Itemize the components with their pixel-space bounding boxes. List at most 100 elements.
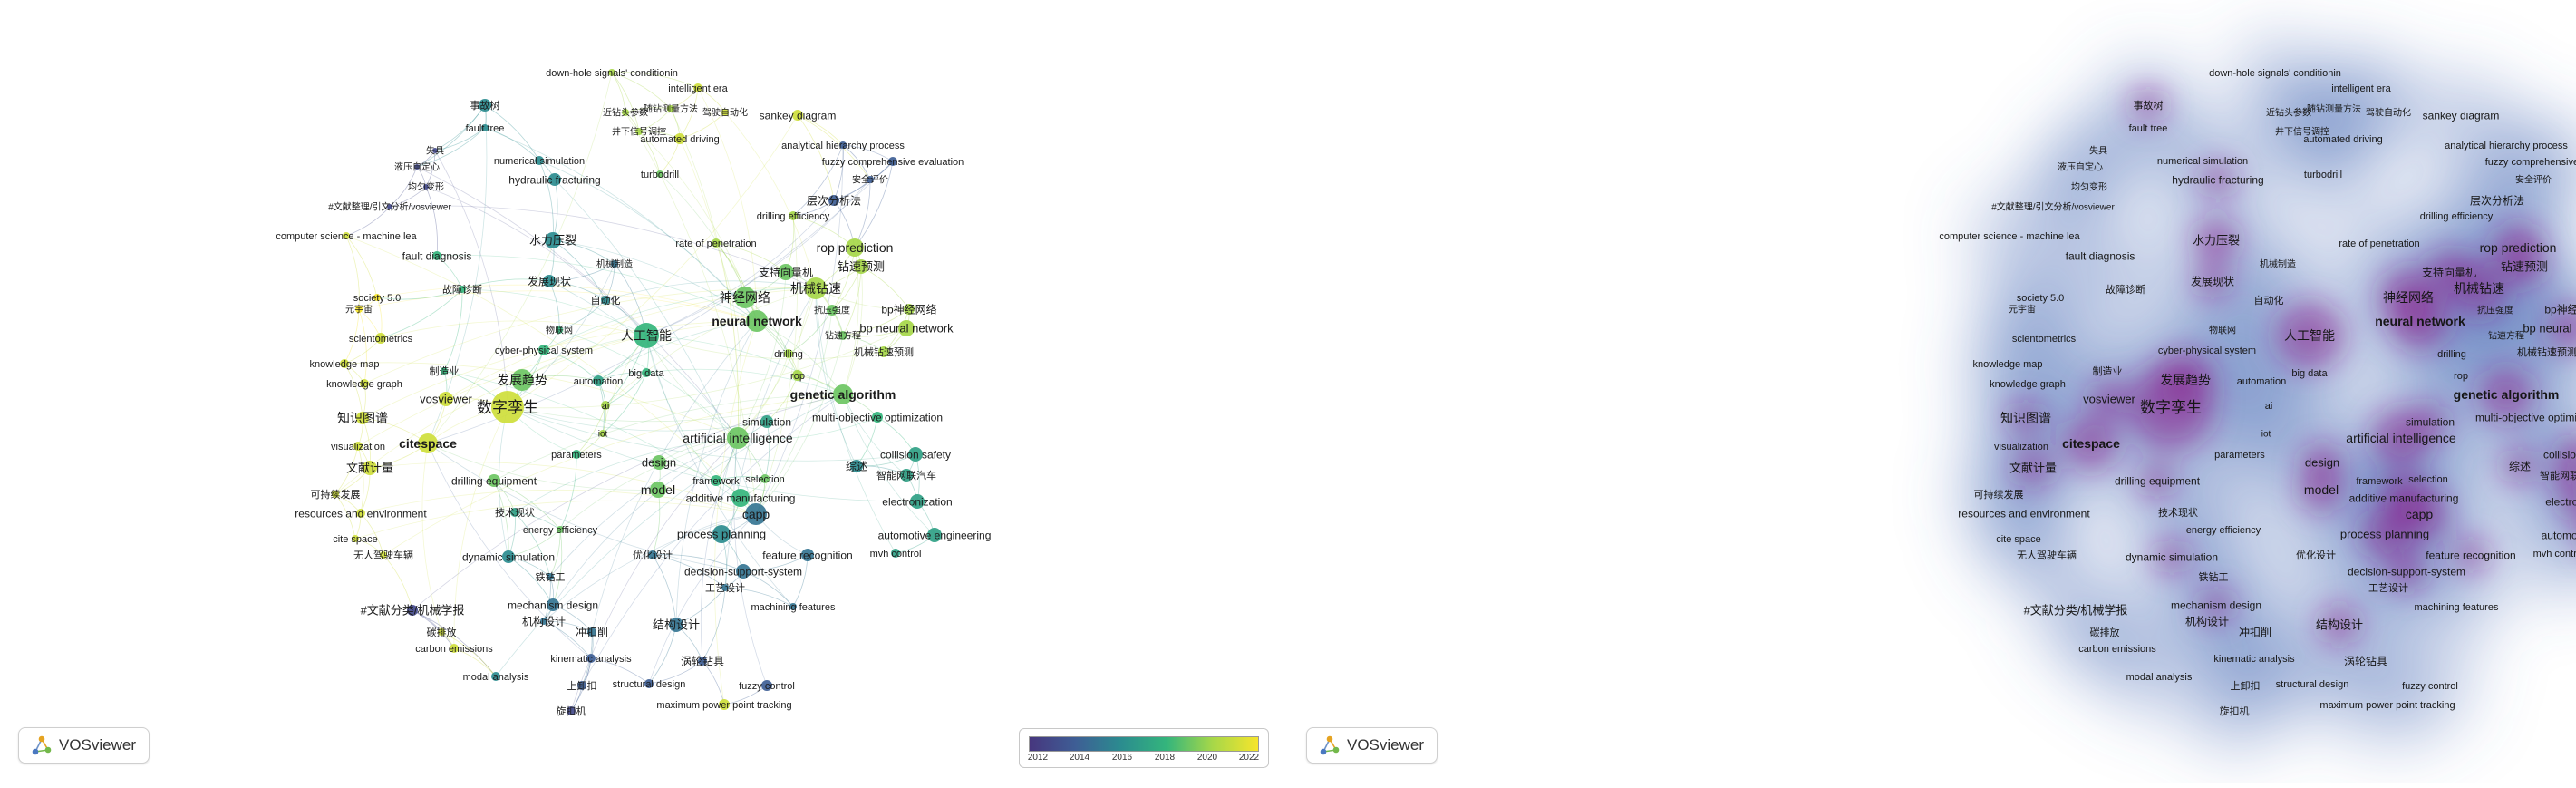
network-node[interactable] <box>846 238 864 257</box>
density-label[interactable]: cite space <box>1996 534 2041 545</box>
node-label[interactable]: 数字孪生 <box>477 399 538 416</box>
network-node[interactable] <box>833 384 853 404</box>
density-label[interactable]: 随钻测量方法 <box>2307 103 2361 115</box>
density-label[interactable]: neural network <box>2375 314 2465 328</box>
density-label[interactable]: rop prediction <box>2480 240 2557 255</box>
density-label[interactable]: drilling equipment <box>2115 474 2201 487</box>
density-label[interactable]: 涡轮钻具 <box>2344 654 2387 667</box>
density-label[interactable]: 铁钻工 <box>2199 570 2229 583</box>
node-label[interactable]: rop <box>790 371 805 382</box>
network-node[interactable] <box>927 528 942 542</box>
density-label[interactable]: fuzzy comprehensive evaluation <box>2485 157 2576 168</box>
density-label[interactable]: 故障诊断 <box>2106 283 2145 296</box>
network-node[interactable] <box>557 526 564 533</box>
density-label[interactable]: feature recognition <box>2426 549 2515 561</box>
node-label[interactable]: 人工智能 <box>621 328 672 343</box>
density-label[interactable]: 文献计量 <box>2009 462 2057 475</box>
node-label[interactable]: hydraulic fracturing <box>508 173 600 186</box>
node-label[interactable]: #文献整理/引文分析/vosviewer <box>328 201 451 213</box>
density-label[interactable]: design <box>2305 456 2339 470</box>
network-node[interactable] <box>611 260 618 268</box>
network-node[interactable] <box>343 232 350 239</box>
density-label[interactable]: 无人驾驶车辆 <box>2017 549 2077 561</box>
node-label[interactable]: dynamic simulation <box>462 550 555 563</box>
network-node[interactable] <box>854 259 868 274</box>
network-node[interactable] <box>761 680 772 691</box>
network-node[interactable] <box>867 176 874 183</box>
network-node[interactable] <box>872 412 883 423</box>
network-node[interactable] <box>635 128 643 135</box>
density-label[interactable]: 事故树 <box>2134 99 2164 112</box>
network-node[interactable] <box>850 460 863 472</box>
density-label[interactable]: 近钻头参数 <box>2266 107 2311 119</box>
node-label[interactable]: decision-support-system <box>684 565 802 578</box>
density-label[interactable]: 冲扣削 <box>2239 625 2271 638</box>
density-label[interactable]: turbodrill <box>2304 170 2342 180</box>
network-node[interactable] <box>407 605 418 616</box>
density-label[interactable]: mechanism design <box>2171 598 2261 611</box>
density-label[interactable]: scientometrics <box>2012 334 2077 345</box>
density-label[interactable]: visualization <box>1994 442 2048 452</box>
network-node[interactable] <box>622 109 629 116</box>
density-label[interactable]: down-hole signals' conditionin <box>2209 68 2341 79</box>
network-node[interactable] <box>667 105 674 112</box>
network-node[interactable] <box>736 564 751 579</box>
density-label[interactable]: numerical simulation <box>2157 156 2248 167</box>
network-node[interactable] <box>693 83 702 92</box>
node-label[interactable]: analytical hierarchy process <box>781 141 905 151</box>
node-label[interactable]: mvh control <box>870 549 922 559</box>
node-label[interactable]: 井下信号调控 <box>612 126 666 138</box>
density-label[interactable]: ai <box>2265 401 2273 412</box>
node-label[interactable]: cyber-physical system <box>495 345 593 356</box>
density-label[interactable]: 水力压裂 <box>2193 234 2240 248</box>
density-label[interactable]: electronization <box>2545 495 2576 508</box>
density-label[interactable]: 神经网络 <box>2383 290 2434 305</box>
density-label[interactable]: 元宇宙 <box>2009 304 2036 316</box>
density-label[interactable]: genetic algorithm <box>2454 387 2560 402</box>
density-label[interactable]: #文献分类/机械学报 <box>2024 604 2128 618</box>
node-label[interactable]: design <box>642 456 676 470</box>
network-node[interactable] <box>363 461 377 475</box>
network-node[interactable] <box>441 367 448 375</box>
node-label[interactable]: drilling efficiency <box>757 211 830 222</box>
network-node[interactable] <box>380 551 387 559</box>
node-label[interactable]: structural design <box>613 679 686 690</box>
node-label[interactable]: resources and environment <box>295 507 427 520</box>
node-label[interactable]: 可持续发展 <box>311 488 361 501</box>
node-label[interactable]: 近钻头参数 <box>603 107 648 119</box>
density-label[interactable]: 失具 <box>2089 145 2107 157</box>
node-label[interactable]: 文献计量 <box>346 462 393 475</box>
density-label[interactable]: 人工智能 <box>2284 328 2335 343</box>
network-node[interactable] <box>801 549 814 561</box>
density-label[interactable]: multi-objective optimization <box>2475 411 2576 423</box>
network-node[interactable] <box>556 326 563 334</box>
network-node[interactable] <box>719 699 730 710</box>
network-node[interactable] <box>789 603 797 610</box>
node-label[interactable]: fault tree <box>466 123 505 134</box>
network-node[interactable] <box>548 173 561 186</box>
density-label[interactable]: structural design <box>2276 679 2349 690</box>
network-node[interactable] <box>352 535 359 542</box>
node-label[interactable]: mechanism design <box>508 598 598 611</box>
density-label[interactable]: bp神经网络 <box>2544 302 2576 316</box>
network-node[interactable] <box>423 184 429 190</box>
node-label[interactable]: citespace <box>399 436 457 451</box>
network-node[interactable] <box>601 296 610 305</box>
network-node[interactable] <box>418 433 438 453</box>
density-label[interactable]: 物联网 <box>2209 325 2236 336</box>
network-node[interactable] <box>650 482 666 498</box>
network-node[interactable] <box>432 251 441 260</box>
density-label[interactable]: 优化设计 <box>2296 549 2336 561</box>
node-label[interactable]: 失具 <box>426 145 444 157</box>
density-label[interactable]: collision safety <box>2543 448 2576 461</box>
node-label[interactable]: capp <box>742 507 770 521</box>
network-node[interactable] <box>792 110 803 121</box>
network-node[interactable] <box>332 491 339 498</box>
density-label[interactable]: 抗压强度 <box>2477 305 2513 316</box>
node-label[interactable]: 上卸扣 <box>567 679 597 692</box>
node-label[interactable]: 故障诊断 <box>442 283 482 296</box>
network-node[interactable] <box>599 430 606 437</box>
node-label[interactable]: 铁钻工 <box>536 570 566 583</box>
network-node[interactable] <box>535 156 544 165</box>
network-node[interactable] <box>547 573 554 580</box>
